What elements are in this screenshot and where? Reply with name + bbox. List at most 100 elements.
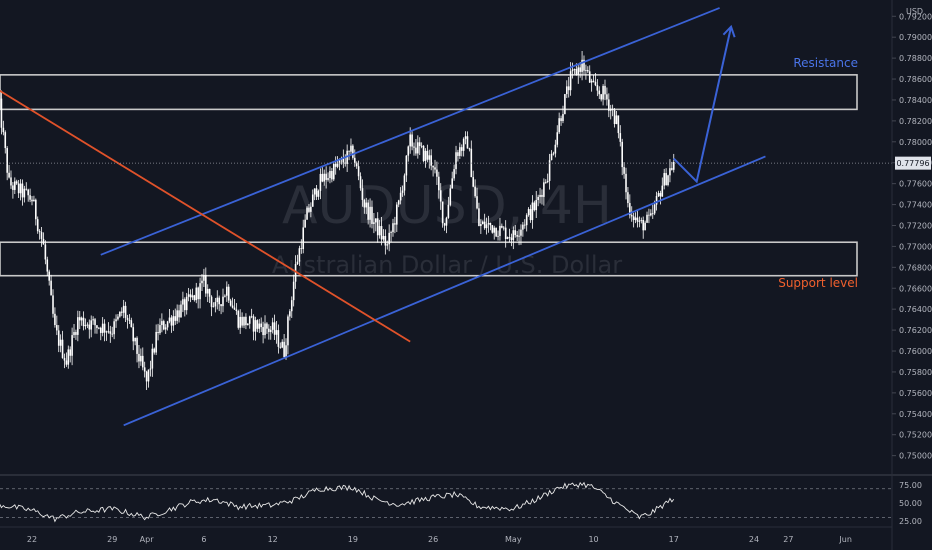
- last-price-badge: [895, 156, 931, 170]
- candle-body: [264, 323, 266, 336]
- candle-body: [430, 155, 432, 166]
- candle-body: [474, 186, 476, 197]
- projection-arrowhead: [722, 24, 736, 38]
- candle-body: [126, 317, 129, 320]
- candle-body: [59, 339, 62, 346]
- price-tick-label: 0.76200: [899, 326, 932, 335]
- candle-body: [111, 333, 114, 335]
- rsi-tick-label: 50.00: [899, 499, 922, 508]
- candle-body: [321, 173, 324, 182]
- price-tick-label: 0.78400: [899, 96, 932, 105]
- candle-body: [109, 331, 112, 334]
- candle-body: [141, 355, 144, 368]
- candle-body: [525, 215, 528, 226]
- support-zone: [0, 241, 858, 277]
- date-tick-label: 12: [268, 535, 278, 544]
- candle-body: [245, 316, 247, 326]
- candle-body: [615, 115, 618, 125]
- candle-body: [543, 182, 545, 197]
- candle-body: [573, 69, 576, 70]
- candle-body: [634, 217, 637, 221]
- candle-body: [489, 222, 492, 226]
- candle-body: [300, 248, 303, 250]
- price-tick-labels: 0.79200 0.79000 0.78800 0.78600 0.78400 0.782…: [892, 12, 932, 461]
- candle-body: [504, 227, 507, 239]
- candle-body: [103, 323, 106, 333]
- candle-body: [575, 69, 578, 76]
- candle-body: [403, 175, 406, 191]
- candle-body: [539, 194, 541, 197]
- candle-body: [187, 294, 190, 297]
- candle-body: [369, 206, 371, 220]
- candle-body: [231, 305, 234, 308]
- candle-body: [56, 325, 58, 331]
- candle-body: [659, 193, 662, 197]
- date-tick-label: 19: [348, 535, 358, 544]
- candle-body: [390, 232, 392, 233]
- candle-body: [424, 150, 427, 161]
- candle-body: [233, 307, 236, 310]
- date-tick-label: 22: [27, 535, 37, 544]
- candle-body: [510, 237, 513, 241]
- candle-body: [19, 183, 22, 194]
- candle-body: [579, 67, 581, 72]
- price-tick-label: 0.76000: [899, 347, 932, 356]
- candle-body: [155, 331, 157, 353]
- candle-body: [554, 144, 557, 154]
- price-tick-label: 0.76800: [899, 263, 932, 272]
- candle-body: [185, 296, 188, 311]
- candle-body: [396, 204, 398, 225]
- candle-body: [191, 295, 194, 298]
- price-tick-label: 0.75600: [899, 389, 932, 398]
- candle-body: [195, 287, 198, 301]
- candle-body: [138, 353, 140, 362]
- candle-body: [302, 227, 305, 250]
- candle-body: [17, 183, 20, 194]
- date-tick-label: May: [505, 535, 522, 544]
- candle-body: [35, 199, 37, 220]
- candle-body: [443, 223, 446, 226]
- date-tick-label: 6: [201, 535, 206, 544]
- candle-body: [247, 323, 249, 326]
- price-tick-label: 0.78000: [899, 138, 932, 147]
- candle-body: [478, 208, 480, 227]
- candle-body: [630, 215, 633, 217]
- candle-body: [550, 153, 553, 161]
- candle-body: [174, 316, 177, 321]
- candle-body: [336, 163, 339, 167]
- channel-lower-line: [123, 155, 766, 427]
- candle-body: [512, 230, 515, 241]
- candle-body: [136, 337, 138, 354]
- price-axis[interactable]: USD: [891, 0, 923, 550]
- candle-body: [292, 281, 295, 301]
- candle-body: [671, 168, 673, 170]
- candle-body: [516, 235, 518, 237]
- candle-body: [455, 152, 457, 170]
- candle-body: [376, 218, 379, 236]
- projection-path: [673, 26, 733, 184]
- candle-body: [464, 136, 467, 139]
- candle-body: [523, 224, 526, 226]
- candle-body: [604, 85, 606, 95]
- candle-body: [101, 323, 104, 333]
- candle-body: [197, 287, 199, 300]
- date-tick-label: Jun: [838, 535, 852, 544]
- candle-body: [352, 145, 354, 158]
- candle-body: [214, 302, 217, 307]
- candle-body: [609, 108, 612, 111]
- candle-body: [42, 238, 45, 245]
- candle-body: [329, 170, 331, 179]
- candle-body: [57, 330, 60, 346]
- candle-body: [15, 181, 18, 184]
- rsi-line: [0, 481, 675, 523]
- candle-body: [661, 185, 664, 197]
- price-tick-label: 0.75000: [899, 452, 932, 461]
- support-label: Support level: [778, 276, 858, 290]
- candle-body: [52, 295, 54, 314]
- price-tick-label: 0.77000: [899, 242, 932, 251]
- candle-body: [279, 346, 282, 348]
- candle-body: [77, 317, 79, 335]
- candle-body: [650, 213, 652, 216]
- candle-body: [172, 316, 175, 326]
